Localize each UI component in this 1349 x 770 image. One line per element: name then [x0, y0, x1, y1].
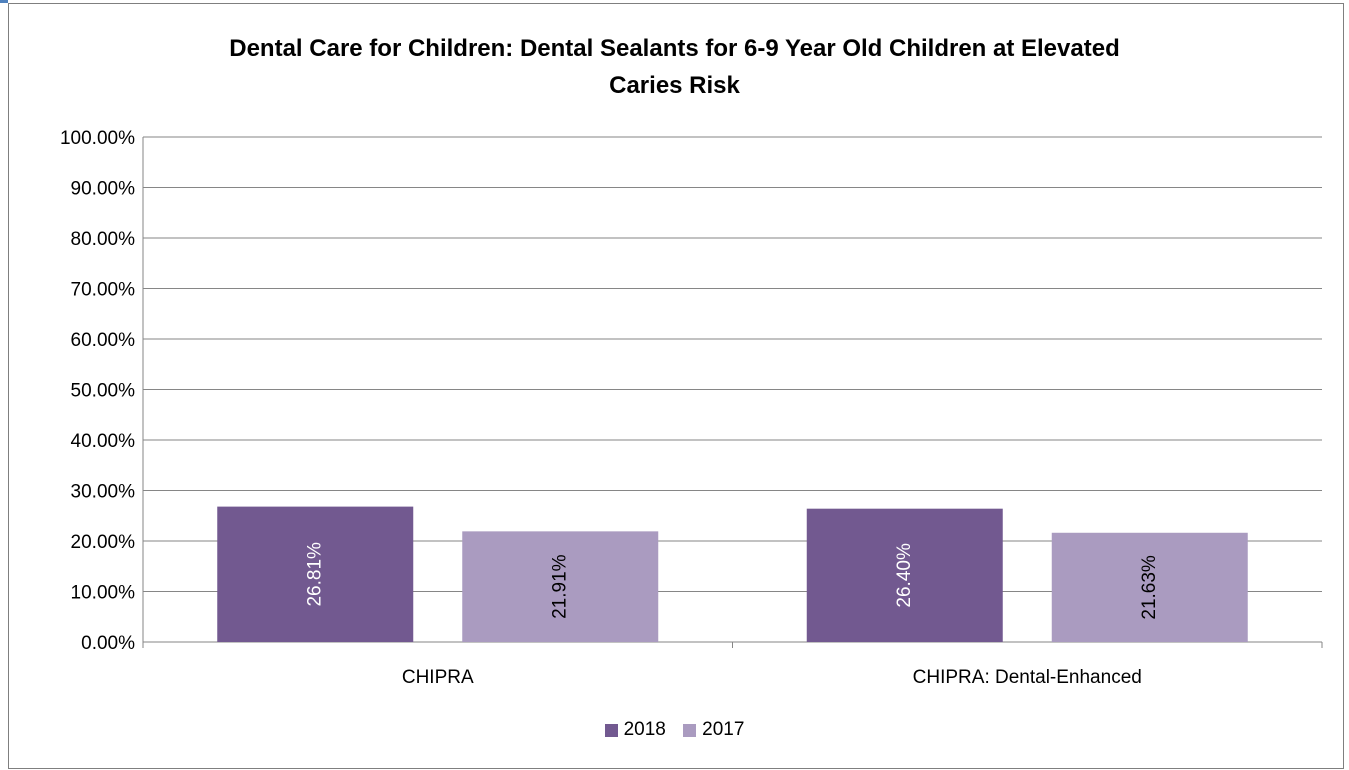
bar-data-label: 21.63% — [1139, 555, 1160, 620]
x-category-label: CHIPRA — [402, 667, 474, 688]
legend-swatch-2017 — [683, 723, 697, 737]
bar — [806, 508, 1003, 642]
bar — [462, 531, 659, 642]
y-tick-label: 10.00% — [71, 583, 136, 604]
bar — [1051, 532, 1248, 642]
y-tick-label: 50.00% — [71, 381, 136, 402]
y-tick-label: 30.00% — [71, 482, 136, 503]
chart-legend: 2018 2017 — [0, 719, 1349, 743]
y-tick-label: 60.00% — [71, 330, 136, 351]
y-tick-label: 20.00% — [71, 532, 136, 553]
y-tick-label: 0.00% — [81, 633, 135, 654]
bar — [217, 506, 414, 642]
bar-data-label: 21.91% — [550, 554, 571, 619]
bar-data-label: 26.40% — [894, 543, 915, 608]
chart-title-line-2: Caries Risk — [609, 72, 740, 99]
legend-label-2018: 2018 — [623, 719, 666, 740]
y-tick-label: 90.00% — [71, 179, 136, 200]
legend-item-2018: 2018 — [604, 719, 666, 741]
y-tick-label: 100.00% — [60, 128, 135, 149]
bar-data-label: 26.81% — [305, 542, 326, 607]
legend-item-2017: 2017 — [683, 719, 744, 741]
chart-title: Dental Care for Children: Dental Sealant… — [0, 30, 1349, 104]
y-tick-label: 80.00% — [71, 229, 136, 250]
y-tick-label: 40.00% — [71, 431, 136, 452]
corner-accent — [0, 0, 8, 3]
legend-label-2017: 2017 — [702, 719, 745, 740]
x-category-label: CHIPRA: Dental-Enhanced — [913, 667, 1142, 688]
legend-swatch-2018 — [604, 723, 618, 737]
chart-title-line-1: Dental Care for Children: Dental Sealant… — [229, 35, 1120, 62]
y-tick-label: 70.00% — [71, 280, 136, 301]
